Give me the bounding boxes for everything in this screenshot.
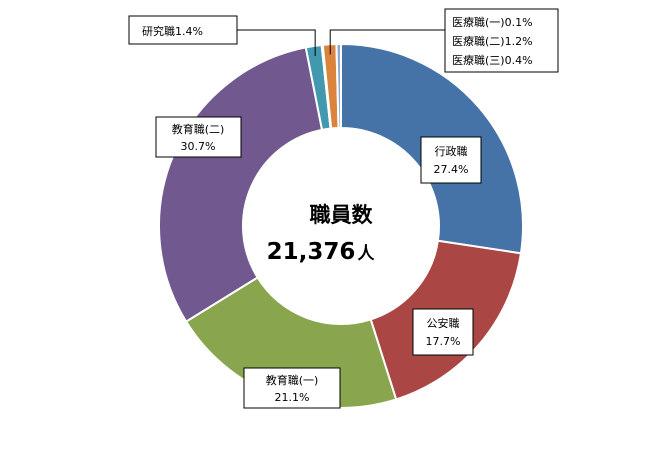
center-title: 職員数 [310, 203, 374, 227]
label-iryo-2-name: 医療職(二) [452, 34, 505, 48]
svg-text:医療職(二)1.2%: 医療職(二)1.2% [452, 34, 533, 48]
label-gyosei: 行政職 27.4% [420, 136, 482, 184]
label-kyoiku-1: 教育職(一) 21.1% [243, 367, 341, 409]
label-koan: 公安職 17.7% [412, 308, 474, 356]
center-value: 21,376 [267, 239, 356, 265]
label-iryo-1-value: 0.1% [505, 16, 533, 29]
label-koan-name: 公安職 [427, 316, 460, 330]
label-iryo-3-value: 0.4% [505, 54, 533, 67]
donut-slice-7 [335, 42, 342, 130]
center-unit: 人 [358, 244, 376, 264]
label-kyoiku-1-name: 教育職(一) [266, 373, 319, 387]
label-kyoiku-2-name: 教育職(二) [172, 122, 225, 136]
label-kyoiku-1-value: 21.1% [275, 391, 310, 404]
svg-text:医療職(一)0.1%: 医療職(一)0.1% [452, 15, 533, 29]
label-iryo-1-name: 医療職(一) [452, 15, 505, 29]
label-kenkyu-name: 研究職 [142, 24, 175, 38]
label-kenkyu: 研究職1.4% [128, 15, 238, 45]
svg-text:医療職(三)0.4%: 医療職(三)0.4% [452, 53, 533, 67]
label-iryo-2-value: 1.2% [505, 35, 533, 48]
label-kyoiku-2: 教育職(二) 30.7% [155, 116, 242, 158]
leader-iryo [329, 29, 445, 55]
label-kenkyu-value: 1.4% [175, 25, 203, 38]
label-iryo-3-name: 医療職(三) [452, 53, 505, 67]
label-iryo: 医療職(一)0.1% 医療職(二)1.2% 医療職(三)0.4% [444, 8, 559, 73]
label-koan-value: 17.7% [426, 335, 461, 348]
label-gyosei-name: 行政職 [435, 144, 468, 158]
leader-kenkyu [237, 29, 316, 56]
label-kyoiku-2-value: 30.7% [181, 140, 216, 153]
label-gyosei-value: 27.4% [434, 163, 469, 176]
donut-slice-3 [158, 46, 324, 323]
svg-text:研究職1.4%: 研究職1.4% [142, 24, 203, 38]
leader-lines [237, 29, 445, 56]
